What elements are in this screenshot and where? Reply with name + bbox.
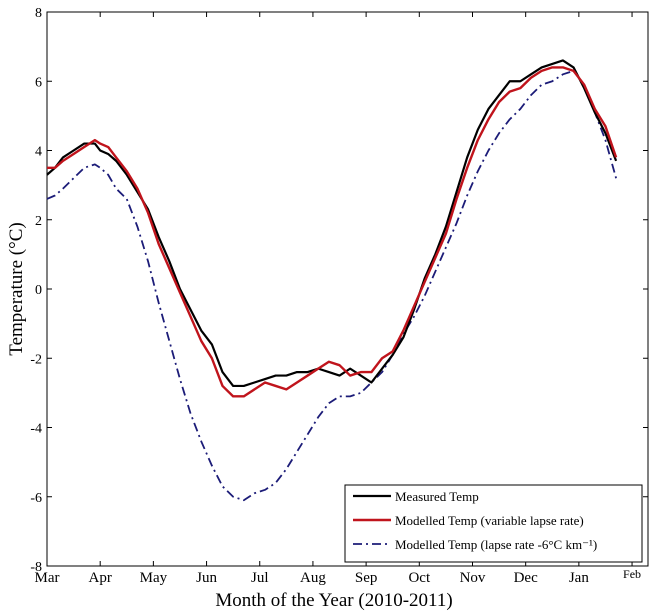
x-tick-label: Jan: [569, 570, 589, 586]
tick-labels: -8 -6 -4 -2 0 2 4 6 8 Mar Apr May Jun Jul Aug Sep Oct Nov…: [30, 6, 641, 586]
legend-label: Measured Temp: [395, 489, 479, 504]
y-axis-label: Temperature (°C): [6, 222, 27, 355]
x-tick-label: Aug: [300, 570, 326, 586]
x-axis-label: Month of the Year (2010-2011): [215, 590, 452, 611]
y-tick-label: -6: [30, 491, 42, 506]
x-tick-label: Apr: [89, 570, 112, 586]
x-tick-label: Feb: [623, 567, 641, 581]
y-tick-label: 0: [35, 283, 42, 298]
x-tick-label: May: [140, 570, 168, 586]
plot-area: [46, 11, 649, 567]
legend: Measured Temp Modelled Temp (variable lap…: [344, 484, 643, 563]
x-tick-label: Mar: [35, 570, 60, 586]
legend-label: Modelled Temp (lapse rate -6°C km⁻¹): [395, 537, 597, 552]
series-line-1: [47, 66, 618, 398]
x-tick-label: Jul: [251, 570, 269, 586]
series-line-0: [46, 59, 618, 388]
y-tick-label: 8: [35, 6, 42, 21]
series-layer: [46, 59, 618, 502]
legend-box: [344, 484, 643, 563]
x-tick-label: Jun: [196, 570, 217, 586]
x-tick-label: Sep: [355, 570, 378, 586]
x-tick-label: Nov: [460, 570, 486, 586]
y-tick-label: 4: [35, 145, 42, 160]
y-tick-label: -2: [30, 352, 42, 367]
y-tick-label: -8: [30, 560, 42, 575]
x-tick-label: Dec: [514, 570, 538, 586]
y-tick-label: 6: [35, 75, 42, 90]
x-tick-label: Oct: [408, 570, 430, 586]
legend-label: Modelled Temp (variable lapse rate): [395, 513, 584, 528]
y-tick-label: -4: [30, 422, 42, 437]
y-tick-label: 2: [35, 214, 42, 229]
